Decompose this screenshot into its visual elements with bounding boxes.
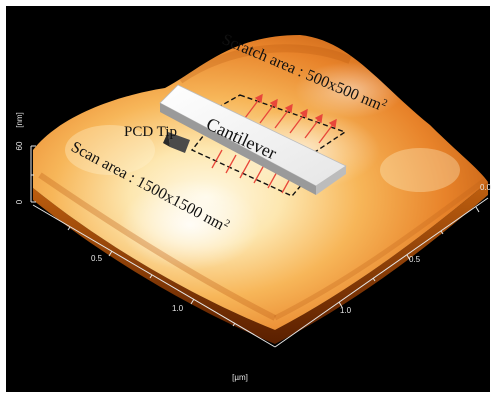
pcd-tip-shape xyxy=(163,132,190,153)
left-tick-1-0: 1.0 xyxy=(172,304,184,313)
right-tick-0-0: 0.0 xyxy=(480,183,492,192)
arrow-up-6 xyxy=(318,118,337,144)
z-axis: [nm] 60 0 xyxy=(15,112,36,204)
scratch-area-sup: 2 xyxy=(380,97,389,109)
arrow-up-4 xyxy=(289,108,308,134)
left-tick-0-5: 0.5 xyxy=(91,254,103,263)
right-axis: 0.0 0.5 1.0 xyxy=(274,183,492,348)
scratch-arrows-upper xyxy=(244,93,337,144)
arrow-up-1 xyxy=(244,93,263,119)
cantilever-shape xyxy=(159,84,347,195)
bottom-axis-unit: [µm] xyxy=(232,373,248,382)
right-tick-1-0: 1.0 xyxy=(340,306,352,315)
z-axis-unit: [nm] xyxy=(15,112,24,128)
surface-side-wall xyxy=(33,182,488,344)
scan-line-4 xyxy=(253,164,265,184)
scan-area-sup: 2 xyxy=(222,218,232,230)
arrow-up-2 xyxy=(259,98,278,124)
right-tick-0-5: 0.5 xyxy=(409,255,421,264)
z-tick-60: 60 xyxy=(15,141,24,150)
left-axis: 0.5 1.0 xyxy=(32,204,276,348)
pcd-tip-label: PCD Tip xyxy=(124,124,177,140)
arrow-up-5 xyxy=(304,113,323,139)
scan-line-2 xyxy=(225,154,237,174)
arrow-up-3 xyxy=(274,103,293,129)
scan-line-1 xyxy=(211,149,223,169)
scan-line-3 xyxy=(239,159,251,179)
z-tick-0: 0 xyxy=(15,199,24,204)
